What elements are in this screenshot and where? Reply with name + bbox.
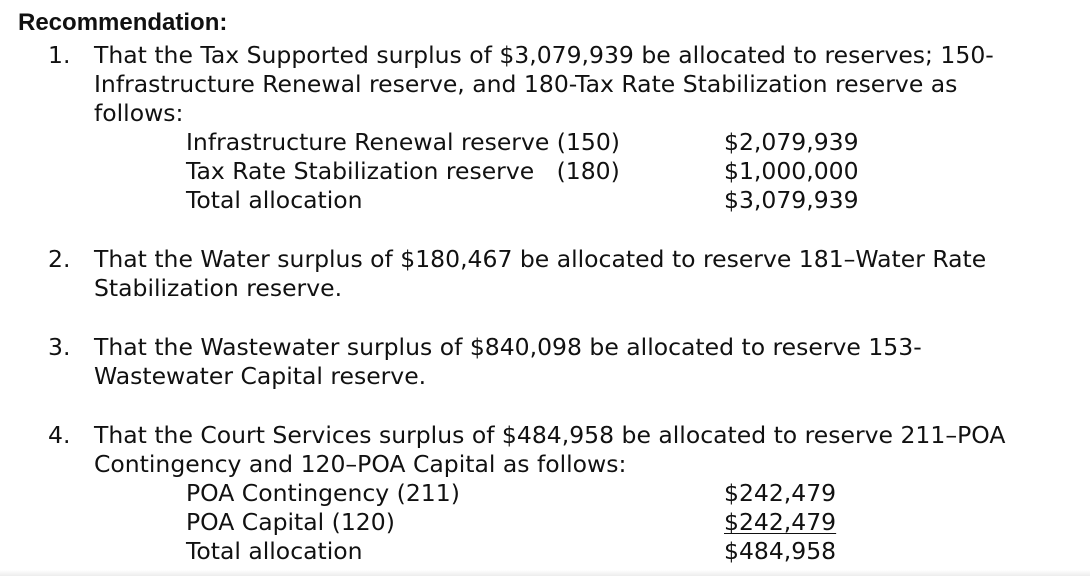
allocation-amount: $484,958: [724, 537, 837, 565]
allocation-total-row: Total allocation $3,079,939: [186, 186, 886, 215]
allocation-amount: $242,479: [724, 508, 837, 536]
allocation-label: Total allocation: [186, 537, 363, 565]
item-text-line: That the Wastewater surplus of $840,098 …: [94, 333, 922, 361]
item-text-line: Wastewater Capital reserve.: [94, 362, 427, 390]
item-number: 1.: [48, 41, 71, 69]
allocation-total-row: Total allocation $484,958: [186, 537, 886, 566]
allocation-amount: $1,000,000: [724, 157, 859, 185]
item-text: That the Court Services surplus of $484,…: [94, 421, 1084, 479]
allocation-label: Tax Rate Stabilization reserve (180): [186, 157, 620, 185]
item-text-line: Stabilization reserve.: [94, 274, 343, 302]
item-number: 4.: [48, 421, 71, 449]
item-number: 2.: [48, 245, 71, 273]
allocation-table-4: POA Contingency (211) $242,479 POA Capit…: [186, 479, 886, 566]
item-text-line: That the Water surplus of $180,467 be al…: [94, 245, 987, 273]
allocation-table-1: Infrastructure Renewal reserve (150) $2,…: [186, 128, 886, 215]
item-text: That the Wastewater surplus of $840,098 …: [94, 333, 1084, 391]
allocation-amount: $2,079,939: [724, 128, 859, 156]
allocation-label: Total allocation: [186, 186, 363, 214]
item-text-line: Contingency and 120–POA Capital as follo…: [94, 450, 627, 478]
item-text-line: follows:: [94, 99, 184, 127]
item-text-line: That the Court Services surplus of $484,…: [94, 421, 1006, 449]
item-text: That the Water surplus of $180,467 be al…: [94, 245, 1084, 303]
allocation-row: POA Capital (120) $242,479: [186, 508, 886, 537]
item-text-line: That the Tax Supported surplus of $3,079…: [94, 41, 994, 69]
allocation-label: POA Contingency (211): [186, 479, 460, 507]
allocation-label: POA Capital (120): [186, 508, 395, 536]
allocation-amount: $242,479: [724, 479, 837, 507]
allocation-row: POA Contingency (211) $242,479: [186, 479, 886, 508]
allocation-label: Infrastructure Renewal reserve (150): [186, 128, 620, 156]
allocation-row: Infrastructure Renewal reserve (150) $2,…: [186, 128, 886, 157]
page-bottom-edge: [0, 570, 1090, 576]
section-heading: Recommendation:: [18, 9, 228, 36]
item-text-line: Infrastructure Renewal reserve, and 180-…: [94, 70, 958, 98]
item-number: 3.: [48, 333, 71, 361]
allocation-amount: $3,079,939: [724, 186, 859, 214]
allocation-row: Tax Rate Stabilization reserve (180) $1,…: [186, 157, 886, 186]
item-text: That the Tax Supported surplus of $3,079…: [94, 41, 1084, 128]
